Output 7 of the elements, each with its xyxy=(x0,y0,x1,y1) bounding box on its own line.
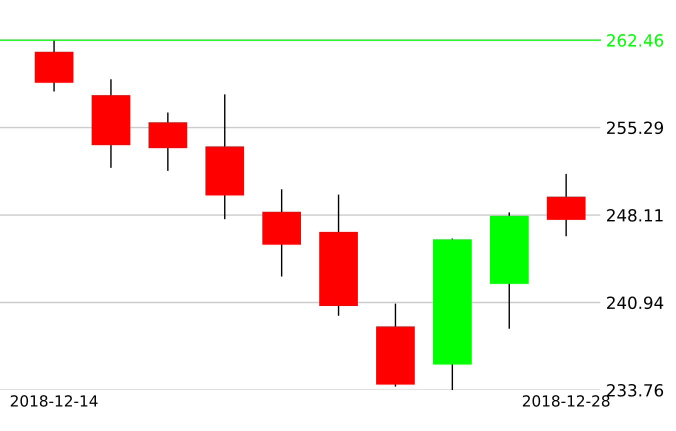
y-tick-label: 248.11 xyxy=(607,209,663,222)
y-tick-label: 240.94 xyxy=(607,296,664,310)
y-tick-label: 262.46 xyxy=(607,34,664,47)
x-tick-label: 2018-12-14 xyxy=(10,395,98,407)
y-tick-label: 255.29 xyxy=(607,121,663,134)
x-tick-label: 2018-12-28 xyxy=(522,395,610,407)
y-tick-label: 233.76 xyxy=(607,384,664,397)
